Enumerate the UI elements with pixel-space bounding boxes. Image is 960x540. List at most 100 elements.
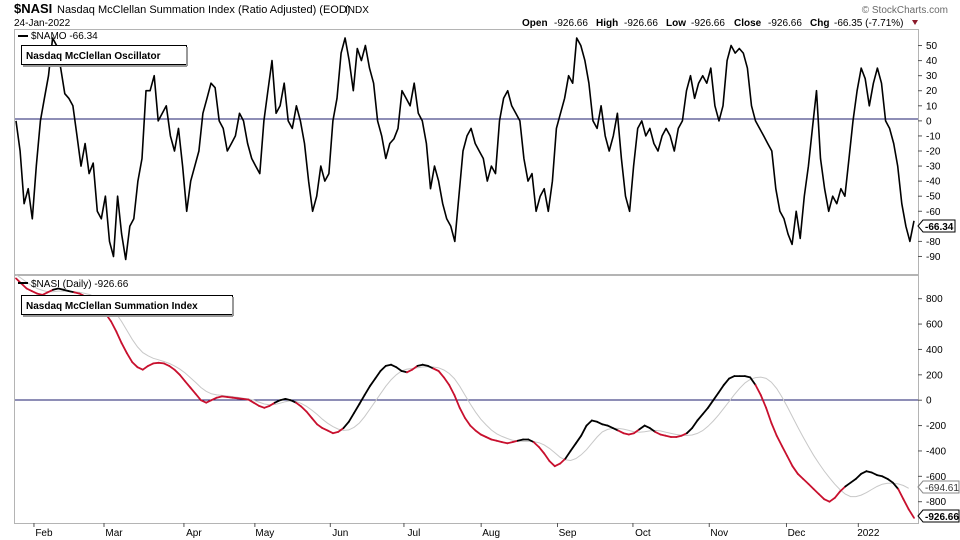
summation-segment (897, 488, 905, 501)
summation-segment (559, 457, 567, 465)
ohlc-chg-label: Chg (810, 18, 829, 29)
summation-segment (707, 399, 715, 409)
oscillator-y-tick-label: 0 (926, 116, 932, 127)
summation-segment (501, 441, 509, 445)
summation-segment (680, 432, 688, 437)
summation-segment (596, 420, 604, 426)
summation-segment (289, 399, 297, 404)
summation-ma-value: -694.61 (925, 483, 959, 494)
summation-y-tick-label: 400 (926, 345, 943, 356)
summation-segment (67, 290, 75, 294)
summation-segment (495, 439, 503, 444)
summation-y-tick-label: -800 (926, 497, 946, 508)
x-tick-label: Feb (35, 528, 53, 539)
ohlc-low-value: -926.66 (691, 18, 725, 29)
summation-segment (310, 417, 319, 426)
summation-segment (162, 362, 171, 367)
summation-segment (41, 291, 49, 296)
summation-segment (781, 444, 789, 457)
summation-segment (649, 427, 657, 433)
summation-segment (622, 432, 630, 436)
summation-segment (448, 384, 456, 397)
summation-segment (368, 377, 377, 388)
summation-segment (147, 362, 155, 367)
summation-segment (442, 376, 451, 386)
summation-segment (712, 391, 720, 402)
summation-segment (411, 364, 419, 371)
summation-segment (36, 292, 44, 296)
summation-segment (527, 438, 535, 444)
summation-segment (907, 508, 915, 519)
x-tick-label: Oct (635, 528, 651, 539)
summation-segment (353, 403, 361, 414)
summation-segment (538, 446, 546, 455)
x-tick-label: Nov (710, 528, 728, 539)
oscillator-y-tick-label: 30 (926, 71, 938, 82)
summation-segment (696, 413, 704, 422)
summation-segment (168, 364, 176, 371)
summation-segment (606, 424, 614, 430)
summation-segment (358, 394, 366, 405)
summation-segment (432, 367, 440, 372)
summation-y-tick-label: -400 (926, 446, 946, 457)
summation-segment (675, 434, 683, 438)
x-tick-label: Mar (105, 528, 123, 539)
summation-segment (215, 395, 223, 399)
summation-segment (178, 373, 186, 383)
summation-segment (141, 364, 150, 371)
summation-segment (796, 472, 804, 480)
summation-segment (818, 493, 826, 501)
x-tick-label: Aug (482, 528, 500, 539)
summation-segment (585, 419, 593, 427)
x-tick-label: Jul (408, 528, 421, 539)
summation-segment (199, 399, 208, 404)
summation-segment (305, 410, 313, 419)
summation-segment (701, 406, 709, 416)
summation-segment (342, 420, 350, 430)
summation-segment (833, 490, 841, 499)
ohlc-high-label: High (596, 18, 618, 29)
ohlc-close-label: Close (734, 18, 762, 29)
summation-segment (46, 288, 54, 294)
x-tick-label: Sep (559, 528, 577, 539)
oscillator-y-tick-label: 40 (926, 56, 938, 67)
summation-segment (802, 477, 810, 485)
summation-segment (728, 375, 736, 380)
summation-segment (263, 404, 271, 409)
summation-segment (300, 405, 308, 413)
x-tick-label: Jun (332, 528, 348, 539)
summation-segment (479, 433, 488, 438)
summation-segment (722, 377, 730, 386)
ohlc-open-label: Open (522, 18, 548, 29)
summation-segment (881, 475, 889, 480)
summation-segment (210, 396, 218, 402)
summation-segment (390, 363, 398, 369)
summation-segment (52, 287, 60, 291)
summation-ma-line (15, 274, 909, 498)
summation-segment (516, 438, 524, 442)
exchange-label: INDX (345, 5, 369, 16)
summation-segment (458, 406, 466, 419)
summation-segment (839, 485, 847, 493)
summation-segment (421, 363, 429, 367)
summation-segment (876, 474, 884, 478)
summation-last-value-tag (917, 509, 960, 523)
oscillator-label: Nasdaq McClellan Oscillator (26, 51, 161, 62)
ohlc-chg-value: -66.35 (-7.71%) (834, 18, 903, 29)
oscillator-y-tick-label: -90 (926, 252, 941, 263)
summation-segment (892, 481, 900, 490)
summation-segment (511, 439, 519, 444)
summation-segment (580, 424, 588, 437)
ohlc-row: Open -926.66 High -926.66 Low -926.66 Cl… (522, 18, 918, 29)
summation-label: Nasdaq McClellan Summation Index (26, 301, 198, 312)
ohlc-low-label: Low (666, 18, 686, 29)
summation-segment (347, 411, 356, 423)
summation-segment (807, 482, 815, 490)
oscillator-y-tick-label: 50 (926, 41, 938, 52)
summation-segment (316, 423, 324, 430)
summation-segment (284, 397, 292, 402)
summation-segment (184, 380, 192, 389)
ohlc-high-value: -926.66 (624, 18, 658, 29)
oscillator-y-tick-label: -50 (926, 192, 941, 203)
summation-segment (770, 422, 778, 437)
